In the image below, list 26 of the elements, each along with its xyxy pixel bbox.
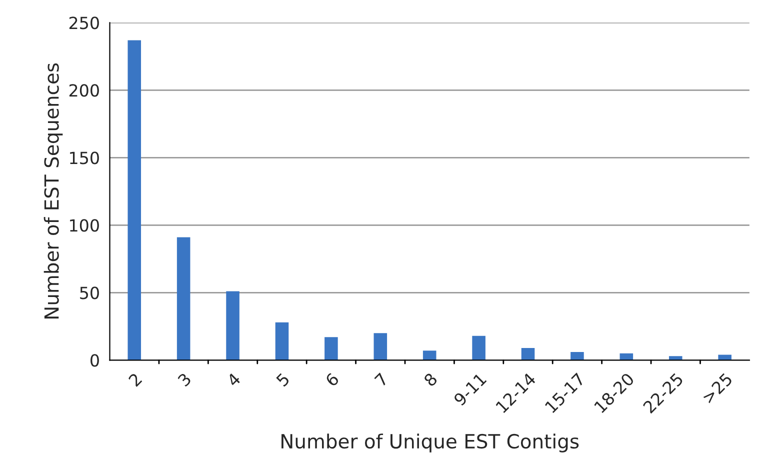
x-axis-title: Number of Unique EST Contigs [282,434,579,452]
bar [275,322,289,360]
x-tick-label: 3 [177,372,192,387]
bar [226,291,240,360]
bar [718,354,732,360]
y-axis-title: Number of EST Sequences [44,63,63,318]
y-tick-label: 50 [80,286,99,300]
x-tick-label: 5 [276,372,290,387]
bar [324,337,338,360]
x-tick-label: 7 [374,372,388,387]
bar [570,352,584,360]
y-tick-label: 250 [69,16,99,30]
y-tick-label: 0 [90,354,99,367]
x-tick-label: 2 [128,372,142,387]
x-tick-label: 6 [324,372,340,388]
bar [374,333,388,360]
bar [128,40,142,360]
bar [422,350,436,360]
y-tick-label: 100 [70,219,99,232]
bar [521,348,535,360]
y-tick-label: 200 [69,84,99,97]
x-tick-label: 8 [423,372,438,388]
bar [176,237,190,360]
bar [472,336,486,360]
y-tick-label: 150 [70,152,99,164]
x-tick-label: 4 [226,372,242,388]
